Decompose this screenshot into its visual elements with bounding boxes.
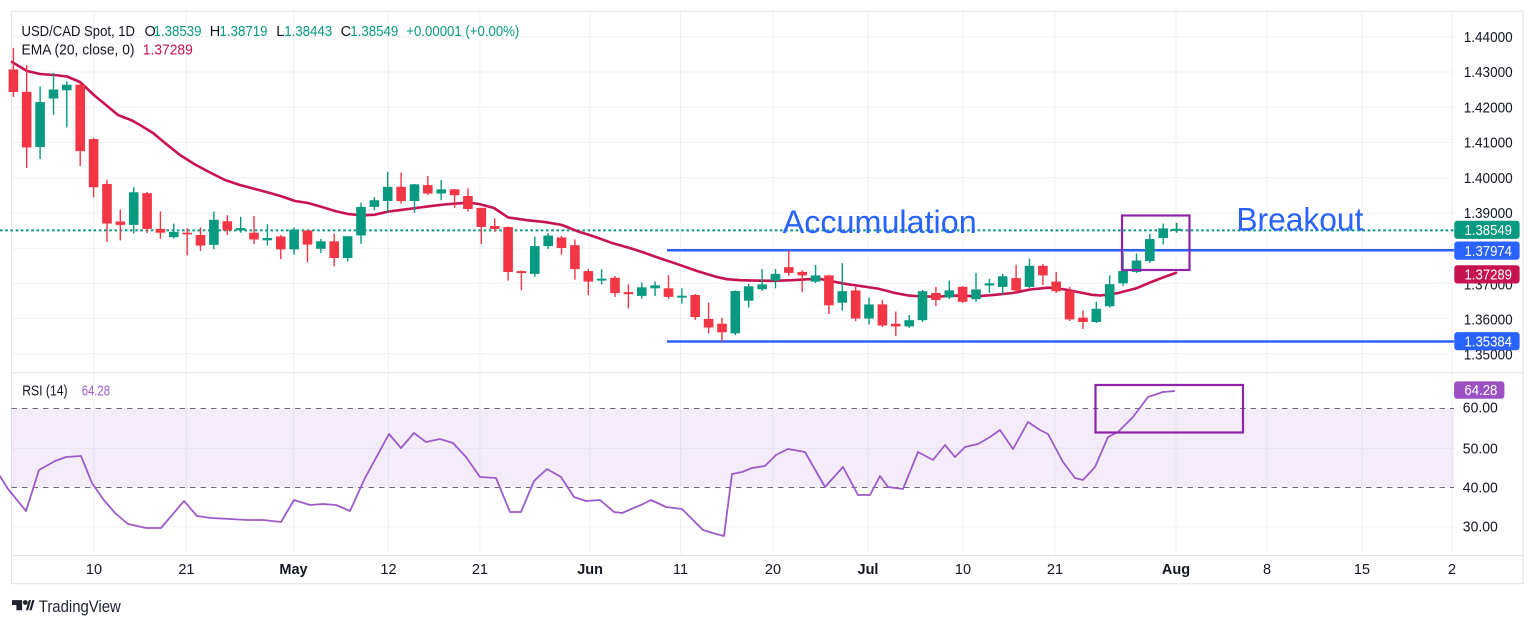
svg-text:15: 15 — [1354, 562, 1370, 578]
svg-text:1.37289: 1.37289 — [1465, 268, 1513, 284]
svg-text:O: O — [145, 24, 156, 40]
svg-text:10: 10 — [86, 562, 102, 578]
svg-text:Breakout: Breakout — [1236, 201, 1363, 237]
svg-text:60.00: 60.00 — [1463, 399, 1498, 416]
svg-text:USD/CAD Spot, 1D: USD/CAD Spot, 1D — [22, 24, 136, 40]
svg-text:1.37289: 1.37289 — [143, 42, 193, 58]
svg-text:1.38443: 1.38443 — [284, 24, 332, 40]
svg-text:RSI (14): RSI (14) — [22, 384, 67, 400]
svg-text:8: 8 — [1263, 562, 1271, 578]
svg-text:TradingView: TradingView — [39, 597, 122, 616]
svg-text:21: 21 — [1047, 562, 1063, 578]
svg-text:11: 11 — [673, 562, 688, 578]
svg-text:1.38549: 1.38549 — [1465, 223, 1513, 239]
svg-text:40.00: 40.00 — [1463, 479, 1498, 496]
svg-text:1.38539: 1.38539 — [154, 24, 202, 40]
svg-text:30.00: 30.00 — [1463, 518, 1498, 535]
svg-text:Jun: Jun — [577, 562, 603, 578]
svg-text:1.38549: 1.38549 — [350, 24, 398, 40]
svg-text:1.35000: 1.35000 — [1464, 347, 1513, 364]
svg-text:EMA (20, close, 0): EMA (20, close, 0) — [22, 42, 135, 58]
svg-text:L: L — [276, 24, 284, 40]
svg-text:12: 12 — [380, 562, 396, 578]
svg-text:21: 21 — [178, 562, 194, 578]
svg-text:1.43000: 1.43000 — [1464, 64, 1513, 81]
svg-text:1.39000: 1.39000 — [1464, 205, 1513, 222]
svg-text:Accumulation: Accumulation — [783, 204, 977, 240]
svg-text:1.36000: 1.36000 — [1464, 311, 1513, 328]
svg-text:2: 2 — [1448, 562, 1456, 578]
svg-text:21: 21 — [472, 562, 488, 578]
svg-text:1.37974: 1.37974 — [1465, 244, 1513, 260]
svg-text:1.41000: 1.41000 — [1464, 135, 1513, 152]
svg-text:Aug: Aug — [1162, 562, 1190, 578]
svg-text:H: H — [210, 24, 220, 40]
svg-text:C: C — [341, 24, 351, 40]
svg-text:1.44000: 1.44000 — [1464, 29, 1513, 46]
svg-text:Jul: Jul — [858, 562, 879, 578]
svg-text:May: May — [279, 562, 307, 578]
svg-text:1.35384: 1.35384 — [1465, 334, 1513, 350]
svg-text:50.00: 50.00 — [1463, 441, 1498, 458]
svg-text:20: 20 — [765, 562, 781, 578]
svg-text:64.28: 64.28 — [82, 384, 110, 400]
svg-text:+0.00001 (+0.00%): +0.00001 (+0.00%) — [406, 24, 519, 40]
svg-text:1.42000: 1.42000 — [1464, 100, 1513, 117]
svg-text:10: 10 — [955, 562, 971, 578]
svg-text:1.38719: 1.38719 — [220, 24, 268, 40]
svg-text:64.28: 64.28 — [1464, 383, 1497, 399]
svg-text:1.40000: 1.40000 — [1464, 170, 1513, 187]
